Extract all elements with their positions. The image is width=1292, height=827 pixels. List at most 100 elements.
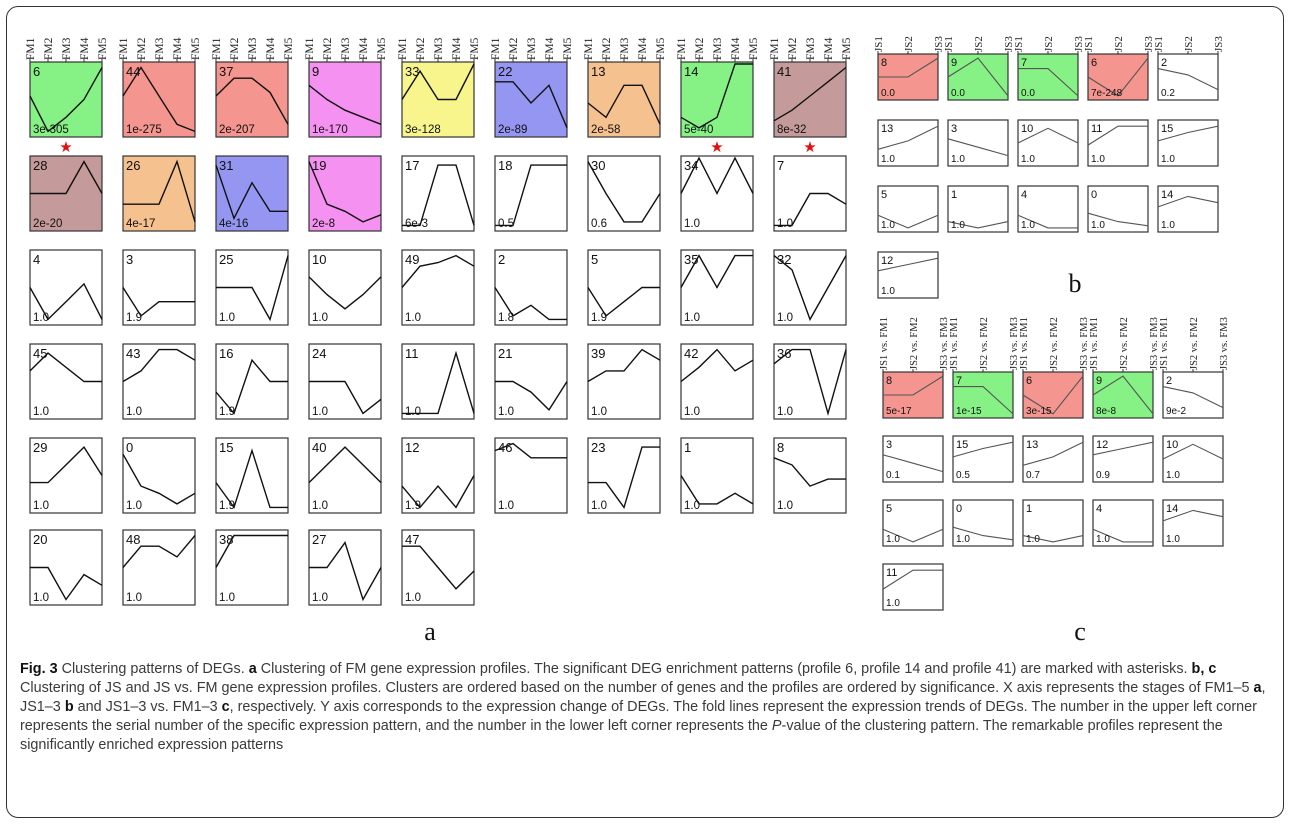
profile-id: 8 (777, 440, 784, 455)
caption-p-italic: P (771, 718, 782, 734)
x-tick-label: JS1 (1153, 36, 1165, 52)
profile-p-value: 0.0 (951, 88, 965, 99)
caption-title: Clustering patterns of DEGs. (57, 661, 249, 677)
x-tick-label: JS1 (873, 36, 885, 52)
profile-box (1022, 435, 1084, 483)
trend-line (308, 161, 382, 223)
x-tick-label: FM4 (544, 37, 556, 60)
profile-id: 11 (886, 567, 897, 579)
profile-p-value: 0.5 (498, 218, 514, 230)
trend-line (30, 445, 103, 484)
x-tick-label: JS2 (973, 36, 985, 52)
trend-line (947, 221, 1009, 229)
profile-p-value: 2e-89 (498, 124, 527, 136)
profile-box (122, 529, 196, 606)
profile-a-14: 14 5e-40 ★ (680, 61, 754, 156)
profile-p-value: 1.0 (777, 406, 793, 418)
profile-a-25: 251.0 (215, 249, 289, 326)
profile-p-value: 1.9 (219, 406, 235, 418)
trend-line (495, 164, 567, 227)
profile-id: 2 (498, 252, 505, 267)
profile-p-value: 1.0 (33, 312, 49, 324)
profile-a-38: 381.0 (215, 529, 289, 606)
profile-box (877, 185, 939, 233)
profile-p-value: 0.9 (1096, 470, 1110, 481)
profile-a-36: 361.0 (773, 343, 847, 420)
profile-a-34: 341.0 (680, 155, 754, 232)
x-tick-label: FM3 (340, 37, 352, 60)
profile-p-value: 1.0 (33, 406, 49, 418)
profile-c-8: 8 5e-17 (882, 371, 944, 419)
profile-p-value: 1.0 (1021, 220, 1035, 231)
profile-id: 18 (498, 158, 512, 173)
profile-b-6: 6 7e-248 (1087, 53, 1149, 101)
profile-p-value: 1.0 (33, 592, 49, 604)
trend-line (1022, 441, 1084, 466)
axis-labels-col-0: JS1 JS2 JS3 (873, 36, 945, 54)
trend-line (587, 84, 661, 125)
profile-b-13: 131.0 (877, 119, 939, 167)
trend-line (878, 57, 939, 78)
profile-p-value: 1.0 (591, 500, 607, 512)
profile-box (587, 343, 661, 420)
profile-a-30: 300.6 (587, 155, 661, 232)
profile-box (401, 343, 475, 420)
profile-id: 23 (591, 440, 605, 455)
profile-c-9: 9 8e-8 (1092, 371, 1154, 419)
profile-id: 46 (498, 440, 512, 455)
profile-c-2: 2 9e-2 (1162, 371, 1224, 419)
trend-line (494, 287, 567, 321)
profile-p-value: 1.9 (219, 500, 235, 512)
profile-b-0: 01.0 (1087, 185, 1149, 233)
profile-id: 15 (219, 440, 233, 455)
caption-a-text: Clustering of FM gene expression profile… (256, 661, 1192, 677)
profile-id: 7 (1021, 57, 1027, 69)
profile-p-value: 1.0 (1096, 534, 1110, 545)
profile-id: 16 (219, 346, 233, 361)
x-tick-label: FM1 (118, 37, 130, 60)
profile-b-10: 101.0 (1017, 119, 1079, 167)
x-tick-label: FM2 (787, 37, 799, 60)
trend-line (30, 566, 103, 601)
trend-line (680, 63, 753, 129)
profile-p-value: 1.0 (312, 312, 328, 324)
profile-b-9: 90.0 (947, 53, 1009, 101)
x-tick-label: FM4 (172, 37, 184, 60)
trend-line (882, 528, 944, 543)
profile-id: 9 (312, 64, 319, 79)
profile-id: 9 (951, 57, 957, 69)
x-tick-label: JS1 (943, 36, 955, 52)
profile-p-value: 1.0 (1091, 154, 1105, 165)
profile-p-value: 1.0 (777, 312, 793, 324)
trend-line (1018, 68, 1079, 97)
profile-box (215, 529, 289, 606)
profile-p-value: 1.0 (405, 592, 421, 604)
profile-b-8: 80.0 (877, 53, 939, 101)
trend-line (402, 350, 475, 415)
profile-box (122, 61, 196, 138)
profile-id: 15 (956, 439, 968, 451)
trend-line (402, 164, 475, 227)
profile-a-46: 461.0 (494, 437, 568, 514)
profile-p-value: 5e-17 (886, 406, 912, 417)
profile-box (1022, 499, 1084, 547)
profile-id: 2 (1161, 57, 1167, 69)
profile-box (1087, 53, 1149, 101)
x-tick-label: JS2 vs. FM2 (1189, 317, 1200, 370)
profile-box (215, 61, 289, 138)
x-tick-label: FM5 (283, 37, 295, 60)
profile-a-2: 21.8 (494, 249, 568, 326)
profile-p-value: 1.0 (881, 220, 895, 231)
profile-p-value: 1.0 (219, 312, 235, 324)
trend-line (773, 348, 847, 416)
profile-id: 32 (777, 252, 791, 267)
axis-labels-col-3: FM1 FM2 FM3 FM4 FM5 (304, 37, 388, 62)
x-tick-label: FM5 (841, 37, 853, 60)
profile-p-value: 1.0 (1021, 154, 1035, 165)
profile-c-5: 51.0 (882, 499, 944, 547)
x-tick-label: FM1 (397, 37, 409, 60)
x-tick-label: FM1 (769, 37, 781, 60)
profile-id: 3 (886, 439, 892, 451)
profile-p-value: 1.0 (1161, 220, 1175, 231)
profile-p-value: 1.0 (126, 592, 142, 604)
